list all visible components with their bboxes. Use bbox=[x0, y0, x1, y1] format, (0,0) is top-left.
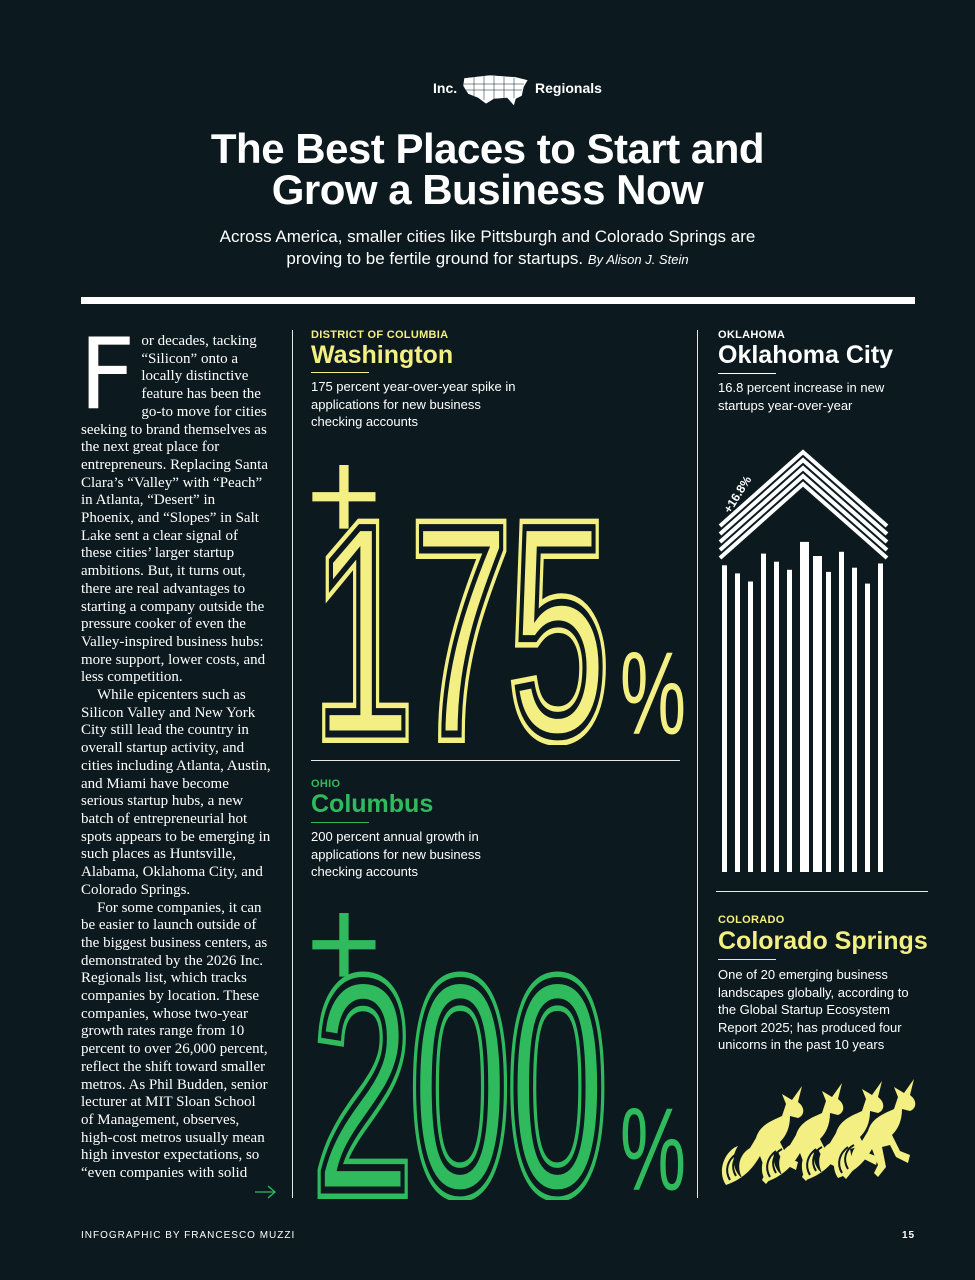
tower-stroke bbox=[787, 569, 792, 872]
city-underline bbox=[718, 959, 776, 960]
state: COLORADO bbox=[718, 914, 785, 926]
credit: INFOGRAPHIC BY FRANCESCO MUZZI bbox=[81, 1230, 296, 1241]
header-rule bbox=[81, 297, 915, 304]
state: DISTRICT OF COLUMBIA bbox=[311, 329, 449, 341]
tower-stroke bbox=[865, 583, 870, 872]
unicorns bbox=[720, 1078, 917, 1186]
tower-stroke bbox=[718, 481, 889, 560]
tower-stroke bbox=[718, 465, 889, 544]
us-map-icon bbox=[462, 74, 529, 107]
tower-stroke bbox=[718, 449, 889, 528]
section-divider bbox=[716, 891, 928, 892]
tower-stroke bbox=[722, 565, 727, 872]
city-underline bbox=[718, 373, 776, 374]
description: 16.8 percent increase in new startups ye… bbox=[718, 380, 885, 413]
stat-unit: % bbox=[620, 628, 686, 745]
byline: By Alison J. Stein bbox=[587, 252, 689, 267]
subtitle: Across America, smaller cities like Pitt… bbox=[219, 227, 756, 268]
title: The Best Places to Start and Grow a Busi… bbox=[0, 125, 975, 213]
section-divider bbox=[311, 760, 680, 761]
city: Washington bbox=[311, 341, 454, 369]
subtitle-block: Across America, smaller cities like Pitt… bbox=[200, 226, 775, 271]
state: OHIO bbox=[311, 778, 341, 790]
description: 175 percent year-over-year spike in appl… bbox=[311, 379, 516, 430]
city: Oklahoma City bbox=[718, 341, 894, 369]
state: OKLAHOMA bbox=[718, 329, 786, 341]
column-divider bbox=[292, 330, 293, 1198]
brand-left: Inc. bbox=[433, 80, 458, 96]
tower-stroke bbox=[852, 567, 857, 872]
stat-graphic: + 175 175 % bbox=[305, 440, 686, 745]
stat-unit: % bbox=[620, 1084, 686, 1200]
city-underline bbox=[311, 372, 369, 373]
brand-right: Regionals bbox=[535, 80, 602, 96]
tower-stroke bbox=[813, 556, 822, 872]
tower-stroke bbox=[748, 581, 753, 872]
title-line: Grow a Business Now bbox=[271, 166, 704, 213]
tower-stroke bbox=[774, 561, 779, 872]
tower-graphic: +16.8% bbox=[718, 449, 889, 872]
tower-stroke bbox=[761, 553, 766, 872]
description: 200 percent annual growth in application… bbox=[311, 829, 481, 880]
city: Colorado Springs bbox=[718, 927, 928, 955]
tower-stroke bbox=[718, 457, 889, 536]
stat-number-inline: 175 bbox=[314, 462, 608, 745]
tower-stroke bbox=[878, 563, 883, 872]
paragraph: or decades, tacking “Silicon” onto a loc… bbox=[81, 333, 269, 686]
continue-arrow bbox=[255, 1185, 276, 1199]
tower-stroke bbox=[735, 573, 740, 872]
stat-number: 175 bbox=[314, 462, 608, 745]
stat-number-inline: 200 bbox=[314, 918, 606, 1200]
stat-graphic: + 200 200 % bbox=[305, 890, 686, 1200]
tower-stroke bbox=[800, 541, 809, 872]
stat-number: 200 bbox=[314, 918, 606, 1200]
city-underline bbox=[311, 822, 369, 823]
page-number: 15 bbox=[902, 1230, 916, 1241]
stat-sign: + bbox=[306, 440, 382, 568]
city: Columbus bbox=[311, 790, 434, 818]
description: One of 20 emerging business landscapes g… bbox=[718, 967, 909, 1053]
drop-cap: F bbox=[79, 318, 136, 432]
paragraph: For some companies, it can be easier to … bbox=[81, 899, 268, 1182]
article: F or decades, tacking “Silicon” onto a l… bbox=[79, 318, 271, 1183]
tower-stroke bbox=[718, 473, 889, 552]
title-line: The Best Places to Start and bbox=[210, 125, 765, 172]
paragraph: While epicenters such as Silicon Valley … bbox=[81, 687, 271, 898]
tower-stroke bbox=[826, 571, 831, 872]
tower-stroke bbox=[839, 551, 844, 872]
column-divider bbox=[697, 330, 698, 1198]
stat-sign: + bbox=[306, 890, 382, 1016]
